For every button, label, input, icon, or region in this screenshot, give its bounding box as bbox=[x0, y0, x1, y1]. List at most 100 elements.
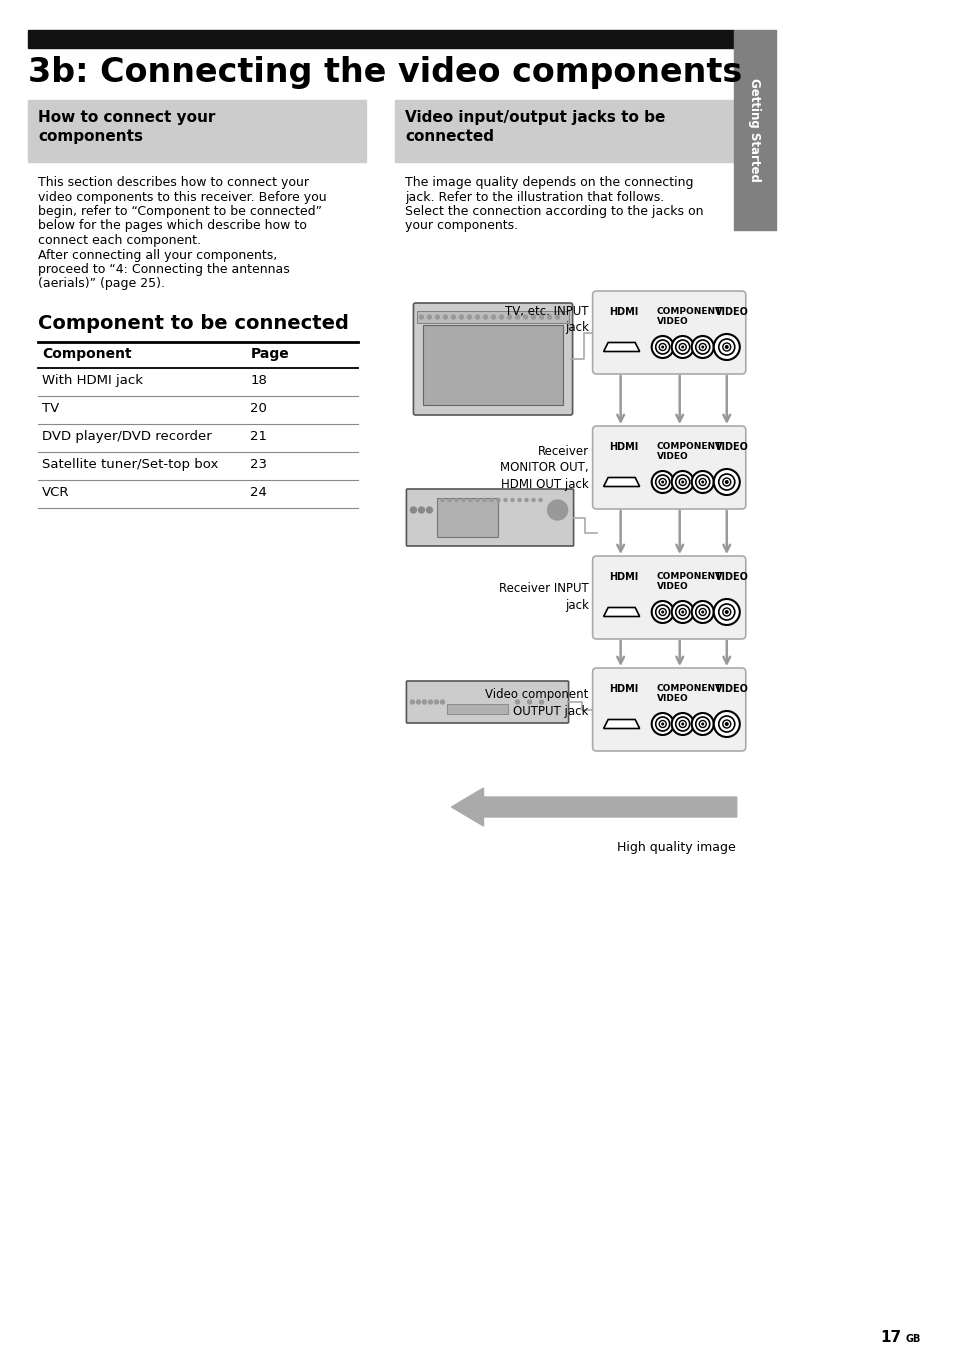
FancyBboxPatch shape bbox=[592, 291, 745, 375]
Circle shape bbox=[713, 599, 739, 625]
Circle shape bbox=[713, 334, 739, 360]
Circle shape bbox=[539, 315, 543, 319]
Circle shape bbox=[655, 339, 669, 354]
Circle shape bbox=[517, 499, 520, 502]
Text: VIDEO: VIDEO bbox=[714, 442, 748, 452]
Circle shape bbox=[713, 469, 739, 495]
Bar bbox=[447, 704, 507, 714]
Circle shape bbox=[410, 507, 416, 512]
Text: After connecting all your components,: After connecting all your components, bbox=[38, 249, 277, 261]
Circle shape bbox=[448, 499, 451, 502]
Text: your components.: your components. bbox=[405, 219, 518, 233]
Text: begin, refer to “Component to be connected”: begin, refer to “Component to be connect… bbox=[38, 206, 322, 218]
Circle shape bbox=[422, 700, 426, 704]
Text: DVD player/DVD recorder: DVD player/DVD recorder bbox=[42, 430, 212, 443]
Circle shape bbox=[651, 337, 673, 358]
Text: HDMI: HDMI bbox=[608, 684, 638, 694]
Circle shape bbox=[531, 315, 535, 319]
Text: With HDMI jack: With HDMI jack bbox=[42, 375, 143, 387]
Circle shape bbox=[651, 713, 673, 735]
Circle shape bbox=[679, 479, 685, 485]
Circle shape bbox=[443, 315, 447, 319]
FancyBboxPatch shape bbox=[592, 668, 745, 750]
Circle shape bbox=[515, 700, 519, 704]
Circle shape bbox=[718, 604, 734, 621]
Circle shape bbox=[511, 499, 514, 502]
Text: TV: TV bbox=[42, 402, 59, 415]
Circle shape bbox=[523, 315, 527, 319]
Text: connect each component.: connect each component. bbox=[38, 234, 201, 247]
Circle shape bbox=[503, 499, 506, 502]
Circle shape bbox=[700, 346, 703, 349]
Circle shape bbox=[459, 315, 463, 319]
Polygon shape bbox=[603, 719, 639, 729]
Text: Receiver
MONITOR OUT,
HDMI OUT jack: Receiver MONITOR OUT, HDMI OUT jack bbox=[499, 445, 588, 491]
Circle shape bbox=[455, 499, 457, 502]
Text: Video component
OUTPUT jack: Video component OUTPUT jack bbox=[485, 688, 588, 718]
Text: Getting Started: Getting Started bbox=[747, 78, 760, 183]
Circle shape bbox=[713, 711, 739, 737]
Circle shape bbox=[671, 337, 693, 358]
Circle shape bbox=[427, 315, 431, 319]
Circle shape bbox=[426, 507, 432, 512]
Text: 3b: Connecting the video components: 3b: Connecting the video components bbox=[28, 55, 741, 89]
Circle shape bbox=[691, 713, 713, 735]
Text: Component to be connected: Component to be connected bbox=[38, 314, 349, 333]
Circle shape bbox=[679, 721, 685, 727]
Bar bbox=[28, 100, 366, 162]
Text: COMPONENT
VIDEO: COMPONENT VIDEO bbox=[656, 307, 721, 326]
Circle shape bbox=[679, 343, 685, 350]
Text: How to connect your
components: How to connect your components bbox=[38, 110, 215, 145]
Bar bbox=[733, 30, 775, 230]
Circle shape bbox=[482, 499, 485, 502]
Circle shape bbox=[476, 499, 478, 502]
Text: COMPONENT
VIDEO: COMPONENT VIDEO bbox=[656, 442, 721, 461]
Circle shape bbox=[724, 480, 728, 484]
Text: 24: 24 bbox=[250, 485, 267, 499]
Circle shape bbox=[475, 315, 479, 319]
Text: (aerials)” (page 25).: (aerials)” (page 25). bbox=[38, 277, 165, 291]
Text: 21: 21 bbox=[250, 430, 267, 443]
Circle shape bbox=[660, 722, 663, 726]
Circle shape bbox=[699, 343, 705, 350]
FancyArrow shape bbox=[451, 788, 736, 826]
Text: VIDEO: VIDEO bbox=[714, 307, 748, 316]
Circle shape bbox=[680, 480, 683, 484]
Circle shape bbox=[547, 315, 551, 319]
Circle shape bbox=[483, 315, 487, 319]
Circle shape bbox=[418, 507, 424, 512]
Circle shape bbox=[416, 700, 420, 704]
Circle shape bbox=[695, 604, 709, 619]
Circle shape bbox=[695, 717, 709, 731]
Text: TV, etc. INPUT
jack: TV, etc. INPUT jack bbox=[504, 306, 588, 334]
Circle shape bbox=[699, 608, 705, 615]
Circle shape bbox=[651, 602, 673, 623]
Text: The image quality depends on the connecting: The image quality depends on the connect… bbox=[405, 176, 693, 189]
Text: COMPONENT
VIDEO: COMPONENT VIDEO bbox=[656, 572, 721, 591]
Circle shape bbox=[718, 475, 734, 489]
Circle shape bbox=[695, 339, 709, 354]
Polygon shape bbox=[603, 477, 639, 487]
Circle shape bbox=[659, 479, 665, 485]
Circle shape bbox=[515, 315, 519, 319]
Circle shape bbox=[724, 345, 728, 349]
FancyBboxPatch shape bbox=[406, 489, 573, 546]
Circle shape bbox=[659, 608, 665, 615]
Text: VIDEO: VIDEO bbox=[714, 684, 748, 694]
Circle shape bbox=[671, 602, 693, 623]
Circle shape bbox=[660, 346, 663, 349]
FancyBboxPatch shape bbox=[592, 426, 745, 508]
Circle shape bbox=[469, 499, 472, 502]
Circle shape bbox=[671, 470, 693, 493]
Circle shape bbox=[532, 499, 535, 502]
Circle shape bbox=[691, 337, 713, 358]
Circle shape bbox=[699, 721, 705, 727]
Circle shape bbox=[419, 315, 423, 319]
Circle shape bbox=[410, 700, 414, 704]
Text: jack. Refer to the illustration that follows.: jack. Refer to the illustration that fol… bbox=[405, 191, 664, 204]
Bar bbox=[395, 100, 735, 162]
Text: below for the pages which describe how to: below for the pages which describe how t… bbox=[38, 219, 307, 233]
Circle shape bbox=[679, 608, 685, 615]
Circle shape bbox=[434, 700, 438, 704]
Circle shape bbox=[718, 717, 734, 731]
